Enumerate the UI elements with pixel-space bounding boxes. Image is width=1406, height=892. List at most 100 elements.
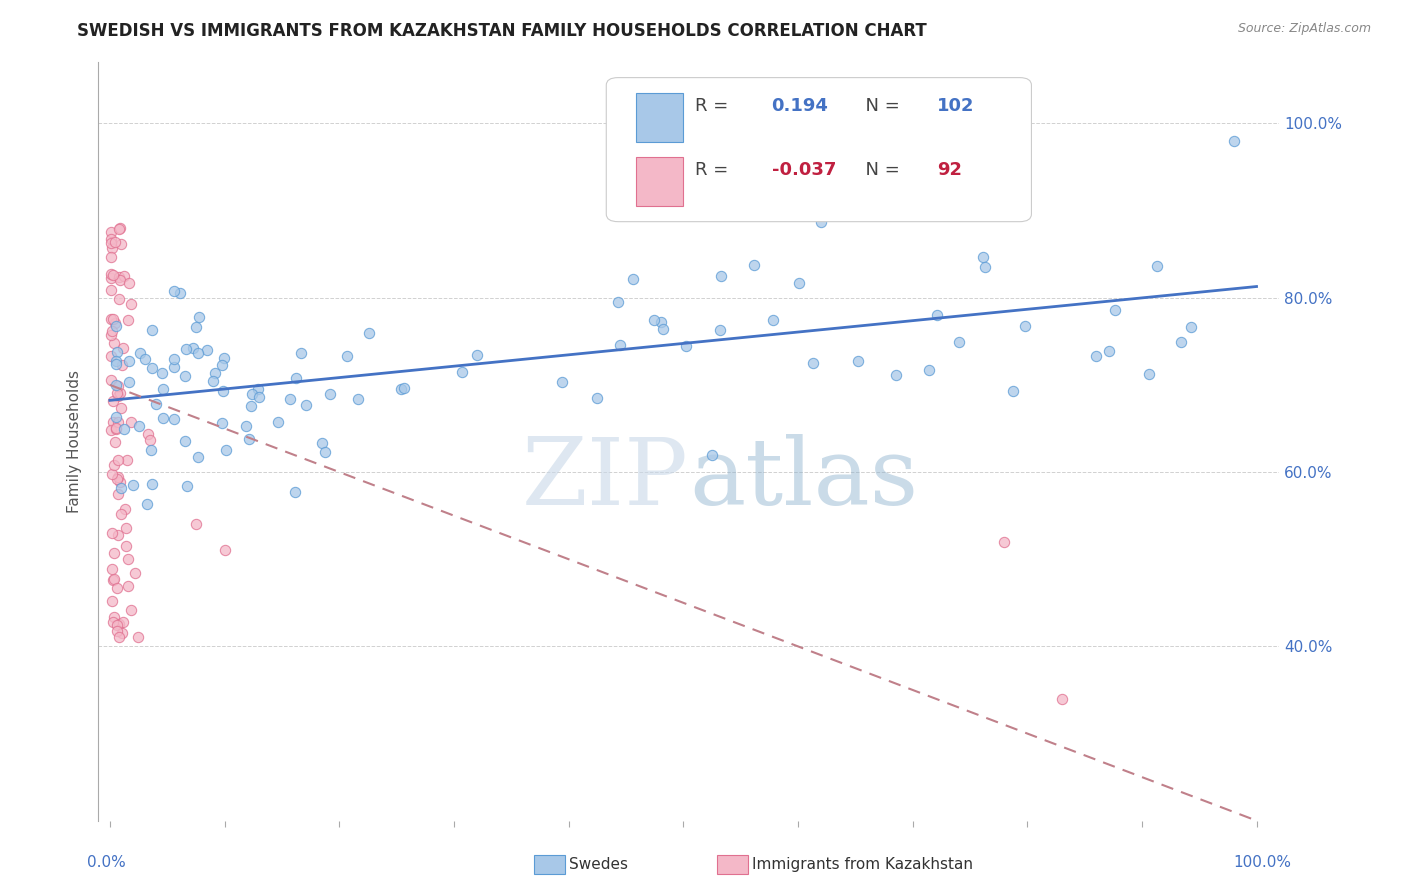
Point <box>100 232 122 246</box>
Point <box>101 324 124 338</box>
Point <box>285 371 308 385</box>
Point <box>195 343 218 357</box>
Text: 92: 92 <box>936 161 962 179</box>
Point <box>104 422 127 436</box>
Point <box>1001 384 1024 399</box>
Point <box>107 617 129 632</box>
Point <box>1050 691 1073 706</box>
Point <box>114 502 136 516</box>
Point <box>108 292 131 306</box>
Point <box>702 448 724 462</box>
Text: Source: ZipAtlas.com: Source: ZipAtlas.com <box>1237 22 1371 36</box>
Point <box>107 617 129 632</box>
Point <box>186 450 208 464</box>
Point <box>846 353 869 368</box>
Point <box>100 271 122 285</box>
Point <box>110 236 132 251</box>
Point <box>108 475 131 489</box>
Point <box>103 609 125 624</box>
Point <box>108 631 131 645</box>
Point <box>1097 344 1119 359</box>
Point <box>101 574 124 588</box>
Point <box>163 359 186 374</box>
Point <box>100 268 122 282</box>
Point <box>762 313 785 327</box>
Point <box>117 552 139 566</box>
Point <box>138 433 160 447</box>
Point <box>650 315 672 329</box>
Point <box>121 478 143 492</box>
Point <box>145 397 167 411</box>
FancyBboxPatch shape <box>636 93 683 142</box>
Point <box>215 442 238 457</box>
Point <box>392 381 415 395</box>
Point <box>101 312 124 326</box>
Point <box>111 615 134 629</box>
Text: N =: N = <box>855 96 905 114</box>
Point <box>107 528 129 542</box>
FancyBboxPatch shape <box>636 157 683 206</box>
Point <box>174 434 197 449</box>
Point <box>152 366 174 380</box>
Point <box>242 387 264 401</box>
Point <box>187 346 209 360</box>
Point <box>389 383 412 397</box>
Point <box>120 603 142 617</box>
Point <box>267 415 290 429</box>
Point <box>652 321 675 335</box>
Point <box>884 368 907 383</box>
Point <box>104 235 127 249</box>
Point <box>972 250 994 264</box>
Point <box>117 453 139 467</box>
Point <box>141 476 163 491</box>
Point <box>801 203 824 218</box>
Point <box>104 354 127 368</box>
Point <box>152 411 174 425</box>
Point <box>163 284 186 298</box>
Point <box>105 471 128 485</box>
Point <box>152 382 174 396</box>
Point <box>801 356 824 370</box>
Point <box>1180 319 1202 334</box>
Point <box>201 374 224 388</box>
Point <box>100 225 122 239</box>
Text: 100.0%: 100.0% <box>1233 855 1291 870</box>
Point <box>1137 367 1160 381</box>
Point <box>100 235 122 250</box>
Point <box>1084 349 1107 363</box>
Point <box>105 344 128 359</box>
Point <box>101 268 124 283</box>
Point <box>238 432 260 446</box>
Point <box>176 479 198 493</box>
Point <box>609 338 631 352</box>
Point <box>621 272 644 286</box>
Point <box>124 566 146 580</box>
Point <box>586 392 609 406</box>
Point <box>280 392 302 406</box>
Point <box>118 375 141 389</box>
Point <box>290 346 312 360</box>
Point <box>103 335 125 350</box>
Point <box>107 415 129 429</box>
Point <box>104 435 127 450</box>
Point <box>110 481 132 495</box>
Point <box>117 579 139 593</box>
Point <box>100 327 122 342</box>
Point <box>359 326 381 340</box>
Text: 0.0%: 0.0% <box>87 855 125 870</box>
Point <box>136 427 159 442</box>
Text: Immigrants from Kazakhstan: Immigrants from Kazakhstan <box>752 857 973 871</box>
Point <box>117 353 139 368</box>
Point <box>107 487 129 501</box>
Point <box>927 308 949 322</box>
Point <box>101 394 124 409</box>
Point <box>100 562 122 576</box>
Point <box>100 283 122 297</box>
Point <box>787 277 810 291</box>
Point <box>181 341 204 355</box>
Point <box>607 294 630 309</box>
Point <box>810 215 832 229</box>
Point <box>1222 134 1244 148</box>
Point <box>675 339 697 353</box>
Point <box>107 378 129 392</box>
